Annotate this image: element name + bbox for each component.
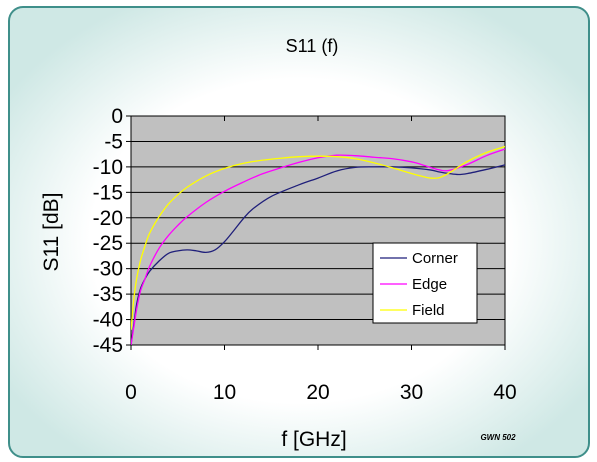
y-tick-label: 0 [111,105,123,128]
x-tick-labels: 0 10 20 30 40 [125,381,517,404]
chart-title: S11 (f) [286,36,339,56]
y-tick-label: -35 [93,283,123,306]
y-tick-label: -45 [93,334,123,357]
x-tick-label: 10 [213,381,236,404]
series-line-edge [131,148,505,345]
x-tick-label: 40 [493,381,516,404]
y-tick-label: -15 [93,181,123,204]
series-line-field [131,145,505,330]
legend-label-field: Field [412,302,445,319]
legend-label-edge: Edge [412,276,447,293]
x-axis-label: f [GHz] [281,428,346,451]
y-tick-label: -5 [104,130,123,153]
footer-mark: GWN 502 [480,433,516,442]
x-tick-label: 0 [125,381,137,404]
series-lines [131,145,505,345]
legend: Corner Edge Field [372,242,478,324]
y-tick-label: -10 [93,156,123,179]
y-tick-label: -25 [93,232,123,255]
legend-label-corner: Corner [412,250,458,267]
y-tick-labels: 0-5 -10-15 -20-25 -30-35 -40-45 [93,105,123,357]
axis-ticks [126,115,506,350]
y-tick-label: -40 [93,309,123,332]
y-axis-label: S11 [dB] [40,193,63,272]
x-tick-label: 30 [400,381,423,404]
y-tick-label: -30 [93,258,123,281]
x-tick-label: 20 [306,381,329,404]
y-tick-label: -20 [93,207,123,230]
series-line-corner [131,164,505,345]
